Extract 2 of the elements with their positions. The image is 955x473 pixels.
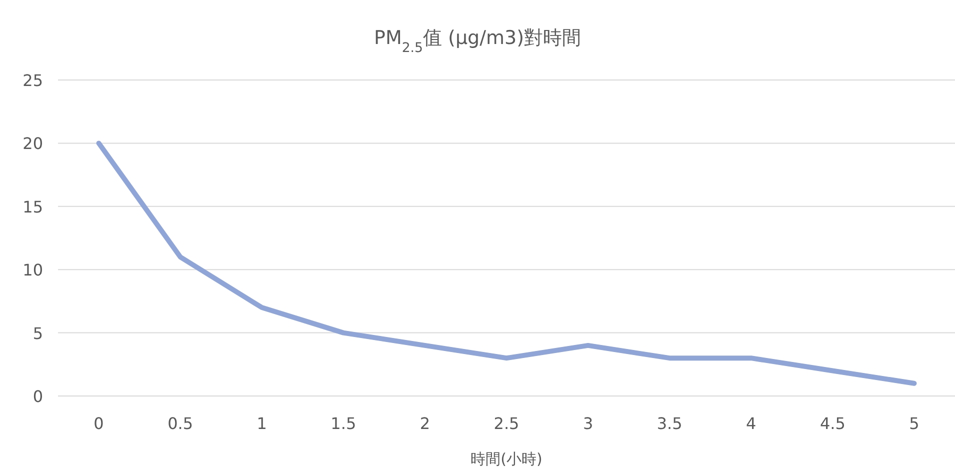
title: PM$_{2.5}$值 (µg/m3)對時間 (374, 27, 582, 56)
xlabel: 時間(小時) (470, 450, 542, 468)
